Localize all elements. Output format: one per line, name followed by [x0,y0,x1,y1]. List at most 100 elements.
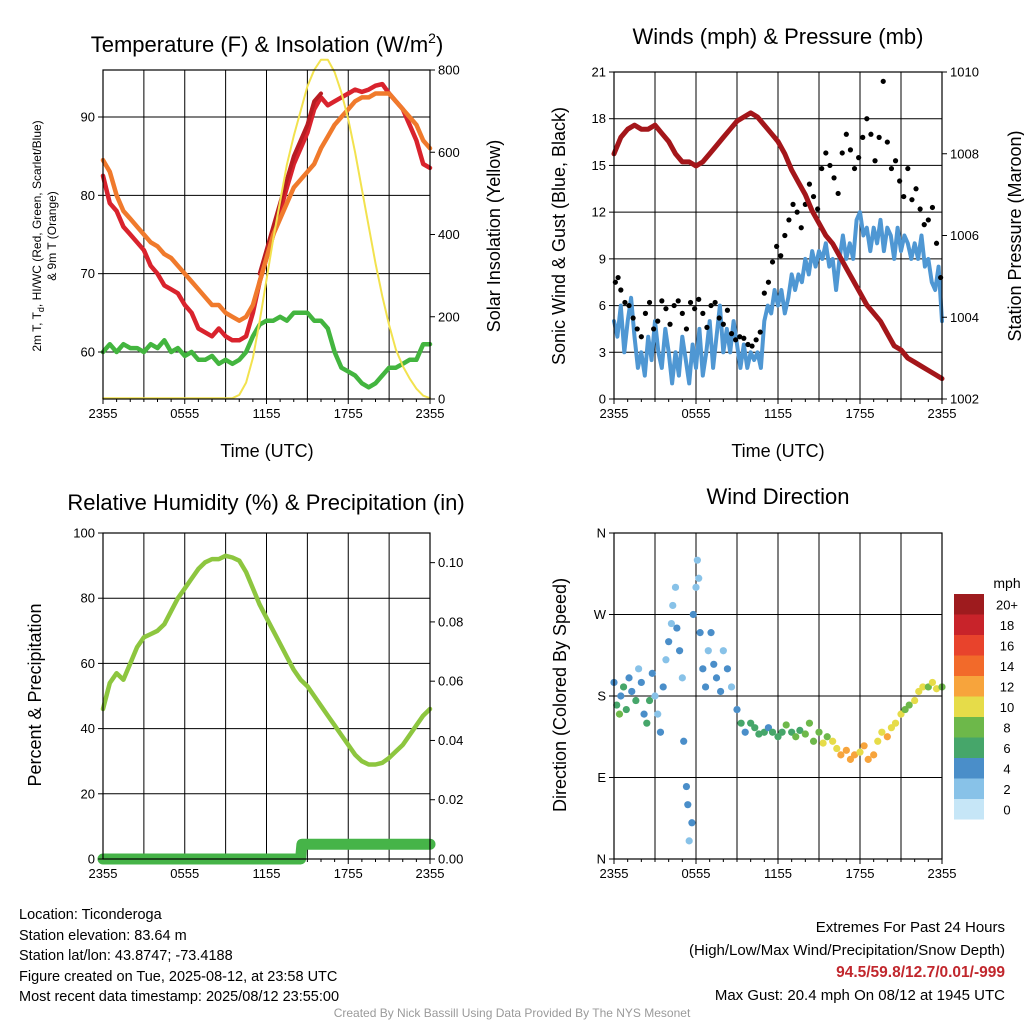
colorbar-swatch [954,696,984,717]
gust-point [675,298,681,304]
credit-line: Created By Nick Bassill Using Data Provi… [333,1006,691,1020]
y-tick-label: 3 [599,345,606,360]
gust-point [917,206,923,212]
direction-point [669,601,677,610]
direction-point [819,739,827,747]
gust-point [815,206,821,212]
direction-point [659,683,667,691]
humidity-grid [102,532,431,864]
colorbar-title: mph [993,575,1020,591]
gust-point [618,287,624,293]
gust-point [626,302,632,309]
y2-tick-label: 0 [438,392,445,407]
winds-panel: Winds (mph) & Pressure (mb) Time (UTC) S… [549,24,1024,461]
gust-point [704,324,710,330]
colorbar-swatch [954,737,984,758]
y2-tick-label: 600 [438,145,460,160]
station-latlon: Station lat/lon: 43.8747; -73.4188 [19,948,233,964]
gust-point [615,274,621,281]
gust-point [634,326,640,332]
direction-point [874,737,882,745]
y2-tick-label: 1002 [950,392,979,407]
wind-direction-y-label: Direction (Colored By Speed) [550,578,570,812]
direction-point [651,692,659,700]
gust-point [901,193,907,200]
direction-point [645,696,654,705]
gust-point [622,299,628,306]
direction-point [878,728,886,736]
y-tick-label: 9 [599,251,606,266]
winds-x-label: Time (UTC) [731,441,824,461]
temperature-panel-title: Temperature (F) & Insolation (W/m2) [91,30,444,57]
direction-point [850,751,859,759]
speed-colorbar: 0 2 4 6 8 10 12 14 16 18 20+ [954,594,1018,820]
direction-point [792,733,800,741]
y-tick-label: 12 [592,205,606,220]
direction-point [656,728,665,736]
gust-point [897,178,903,184]
direction-point [701,683,710,691]
direction-point [905,701,913,709]
direction-point [805,719,814,727]
gust-point [708,302,714,309]
direction-point [685,837,693,845]
colorbar-label: 16 [1000,638,1014,653]
direction-point [891,719,900,727]
y2-tick-label: 400 [438,227,460,242]
recent-timestamp: Most recent data timestamp: 2025/08/12 2… [19,989,340,1005]
direction-point [911,696,919,705]
gust-point [856,155,862,161]
x-tick-label: 1755 [334,866,363,881]
colorbar-swatch [954,635,984,656]
colorbar-swatch [954,799,984,820]
humidity-plot-frame [102,532,431,860]
gust-point [806,181,813,187]
extremes-box: Extremes For Past 24 Hours (High/Low/Max… [689,917,1005,1007]
direction-point [751,724,759,732]
gust-point [642,310,649,316]
y2-tick-label: 0.04 [438,733,463,748]
extremes-subtitle: (High/Low/Max Wind/Precipitation/Snow De… [689,941,1005,959]
direction-point [676,647,684,655]
direction-point [665,638,673,646]
direction-point [648,669,656,677]
gust-point [692,306,698,312]
gust-point [741,335,747,341]
x-tick-label: 2355 [416,866,445,881]
gust-point [913,186,919,192]
gust-point [782,232,788,239]
pressure-y2-label: Station Pressure (Maroon) [1005,130,1024,341]
y2-tick-label: 200 [438,309,460,324]
direction-point [625,674,633,682]
gust-point [905,165,911,172]
direction-point [778,728,786,736]
y-tick-label: 15 [592,158,606,173]
series-sonic-wind-blue- [612,210,944,386]
gust-point [712,299,718,306]
gust-point [909,197,915,203]
y2-tick-label: 1010 [950,65,979,80]
x-tick-label: 1155 [764,406,792,421]
gust-point [892,158,899,164]
direction-point [692,583,700,591]
gust-point [737,334,743,340]
y-tick-label: 100 [73,526,95,541]
y-tick-label: 40 [81,721,95,736]
y-tick-label: 18 [592,111,606,126]
y2-tick-label: 800 [438,63,460,78]
x-tick-label: 2355 [600,866,629,881]
direction-point [829,737,837,745]
gust-point [757,329,763,335]
x-tick-label: 1155 [253,406,281,421]
gust-point [872,158,878,164]
gust-point [880,78,886,84]
x-tick-label: 2355 [928,866,957,881]
direction-point [667,619,676,628]
solar-y2-label: Solar Insolation (Yellow) [484,140,504,332]
x-tick-label: 1755 [334,406,363,421]
direction-point [693,556,701,564]
direction-point [617,692,625,700]
direction-point [712,674,721,682]
gust-point [679,310,685,316]
extremes-title: Extremes For Past 24 Hours [815,919,1005,936]
